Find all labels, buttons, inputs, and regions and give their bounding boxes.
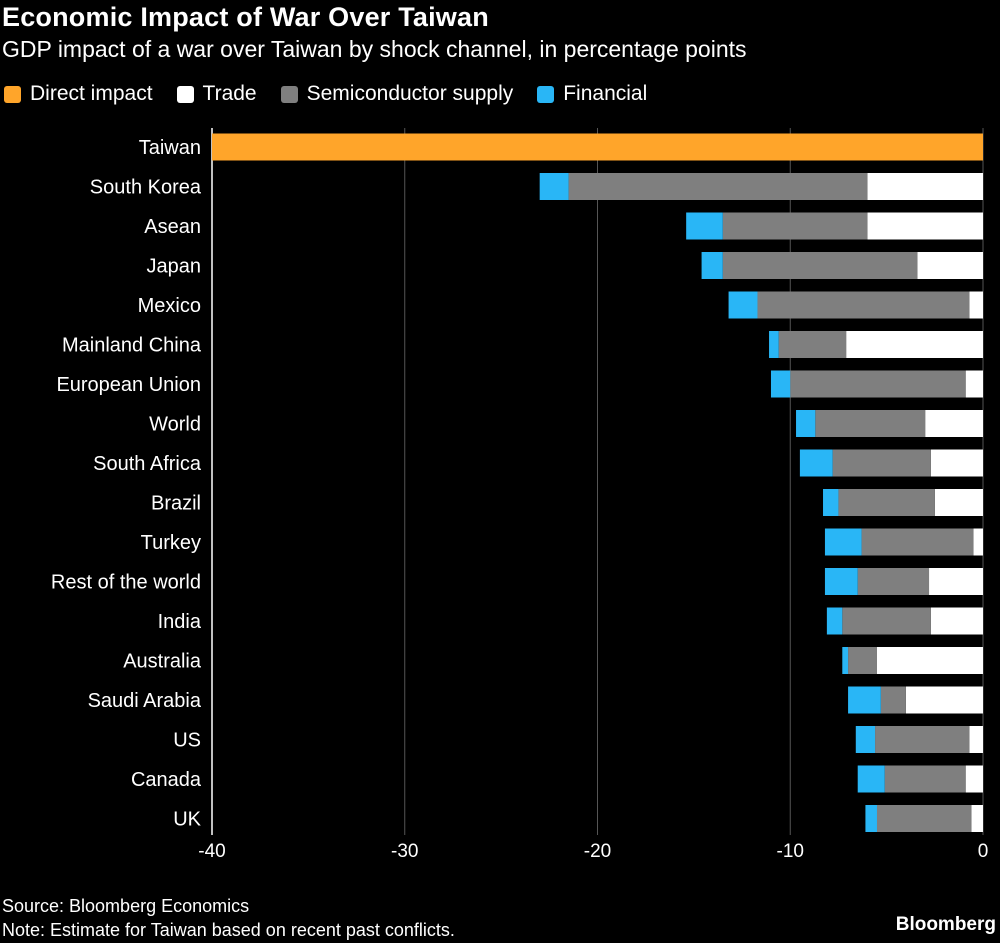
bar-semiconductor-supply [815, 410, 926, 437]
bar-semiconductor-supply [838, 489, 935, 516]
bar-semiconductor-supply [884, 765, 966, 793]
legend-label-trade: Trade [202, 82, 257, 105]
bar-semiconductor-supply [875, 726, 970, 753]
bar-semiconductor-supply [722, 212, 868, 240]
legend-label-semiconductor-supply: Semiconductor supply [306, 82, 514, 105]
bar-financial [857, 765, 885, 793]
legend-label-financial: Financial [563, 82, 648, 105]
legend-item-trade: Trade [176, 82, 257, 106]
x-tick-label: -20 [584, 841, 611, 862]
bar-trade [930, 449, 983, 477]
bar-financial [824, 568, 858, 595]
bar-trade [965, 370, 983, 398]
bar-financial [824, 528, 862, 556]
bar-trade [867, 212, 983, 240]
bar-semiconductor-supply [790, 370, 966, 398]
bar-chart: -40 -30 -20 -10 0 Taiwan South Korea Asean Japan… [51, 128, 989, 862]
category-label: India [158, 611, 202, 633]
bar-trade [925, 410, 983, 437]
category-label: European Union [56, 374, 201, 396]
legend-swatch-direct-impact [4, 85, 21, 103]
bar-semiconductor-supply [842, 607, 931, 635]
legend-swatch-semiconductor-supply [280, 85, 298, 103]
footnote: Note: Estimate for Taiwan based on recen… [2, 920, 455, 940]
x-tick-label: -10 [777, 841, 804, 862]
category-label: World [149, 414, 201, 436]
x-tick-label: -40 [198, 841, 225, 862]
bar-semiconductor-supply [876, 805, 972, 832]
bar-financial [842, 647, 849, 674]
bar-financial [686, 212, 723, 240]
bar-financial [855, 726, 876, 753]
legend-item-direct-impact: Direct impact [4, 82, 153, 106]
category-label: Turkey [141, 532, 201, 554]
bar-financial [799, 449, 833, 477]
category-label: Saudi Arabia [88, 690, 202, 712]
bar-trade [969, 726, 983, 753]
legend-swatch-trade [176, 85, 194, 103]
category-label: South Korea [90, 177, 202, 199]
bar-trade [917, 252, 983, 279]
legend-item-semiconductor-supply: Semiconductor supply [280, 82, 514, 106]
x-tick-label: -30 [391, 841, 418, 862]
bar-trade [905, 686, 983, 714]
bar-trade [876, 647, 983, 674]
category-label: Asean [144, 216, 201, 238]
x-tick-label: 0 [978, 841, 989, 862]
bar-semiconductor-supply [722, 252, 918, 279]
bar-semiconductor-supply [861, 528, 974, 556]
legend-item-financial: Financial [537, 82, 647, 106]
bar-semiconductor-supply [848, 647, 877, 674]
bar-trade [930, 607, 983, 635]
bar-financial [823, 489, 839, 516]
bar-trade [965, 765, 983, 793]
category-label: Japan [147, 256, 202, 278]
category-label: Taiwan [139, 137, 201, 159]
chart-subtitle: GDP impact of a war over Taiwan by shock… [2, 36, 747, 62]
category-label: Australia [123, 651, 202, 673]
bar-semiconductor-supply [757, 291, 970, 319]
category-label: Rest of the world [51, 572, 201, 594]
bar-trade [846, 331, 983, 358]
bar-trade [969, 291, 983, 319]
bar-financial [701, 252, 723, 279]
bar-semiconductor-supply [880, 686, 906, 714]
bar-financial [865, 805, 877, 832]
bar-trade [867, 173, 983, 200]
category-label: UK [173, 809, 201, 831]
legend: Direct impact Trade Semiconductor supply… [4, 82, 671, 106]
bar-trade [934, 489, 983, 516]
bar-semiconductor-supply [568, 173, 868, 200]
category-label: Brazil [151, 493, 201, 515]
bar-semiconductor-supply [778, 331, 847, 358]
source-note: Source: Bloomberg Economics [2, 896, 250, 916]
legend-swatch-financial [537, 85, 555, 103]
legend-label-direct-impact: Direct impact [30, 82, 153, 105]
category-label: South Africa [93, 453, 202, 475]
chart-title: Economic Impact of War Over Taiwan [2, 2, 489, 32]
bar-financial [728, 291, 758, 319]
bar-financial [539, 173, 569, 200]
category-label: Mexico [138, 295, 201, 317]
category-label: Mainland China [62, 335, 202, 357]
category-label: US [173, 730, 201, 752]
bar-semiconductor-supply [857, 568, 930, 595]
bar-trade [973, 528, 983, 556]
category-label: Canada [131, 769, 202, 791]
bar-trade [971, 805, 983, 832]
bloomberg-logo: Bloomberg [895, 914, 996, 935]
bar-financial [848, 686, 881, 714]
bar-financial [770, 370, 791, 398]
bar-financial [769, 331, 779, 358]
bar-trade [929, 568, 983, 595]
bar-direct-impact [212, 133, 983, 161]
bar-financial [826, 607, 843, 635]
bar-financial [796, 410, 816, 437]
bar-semiconductor-supply [832, 449, 931, 477]
